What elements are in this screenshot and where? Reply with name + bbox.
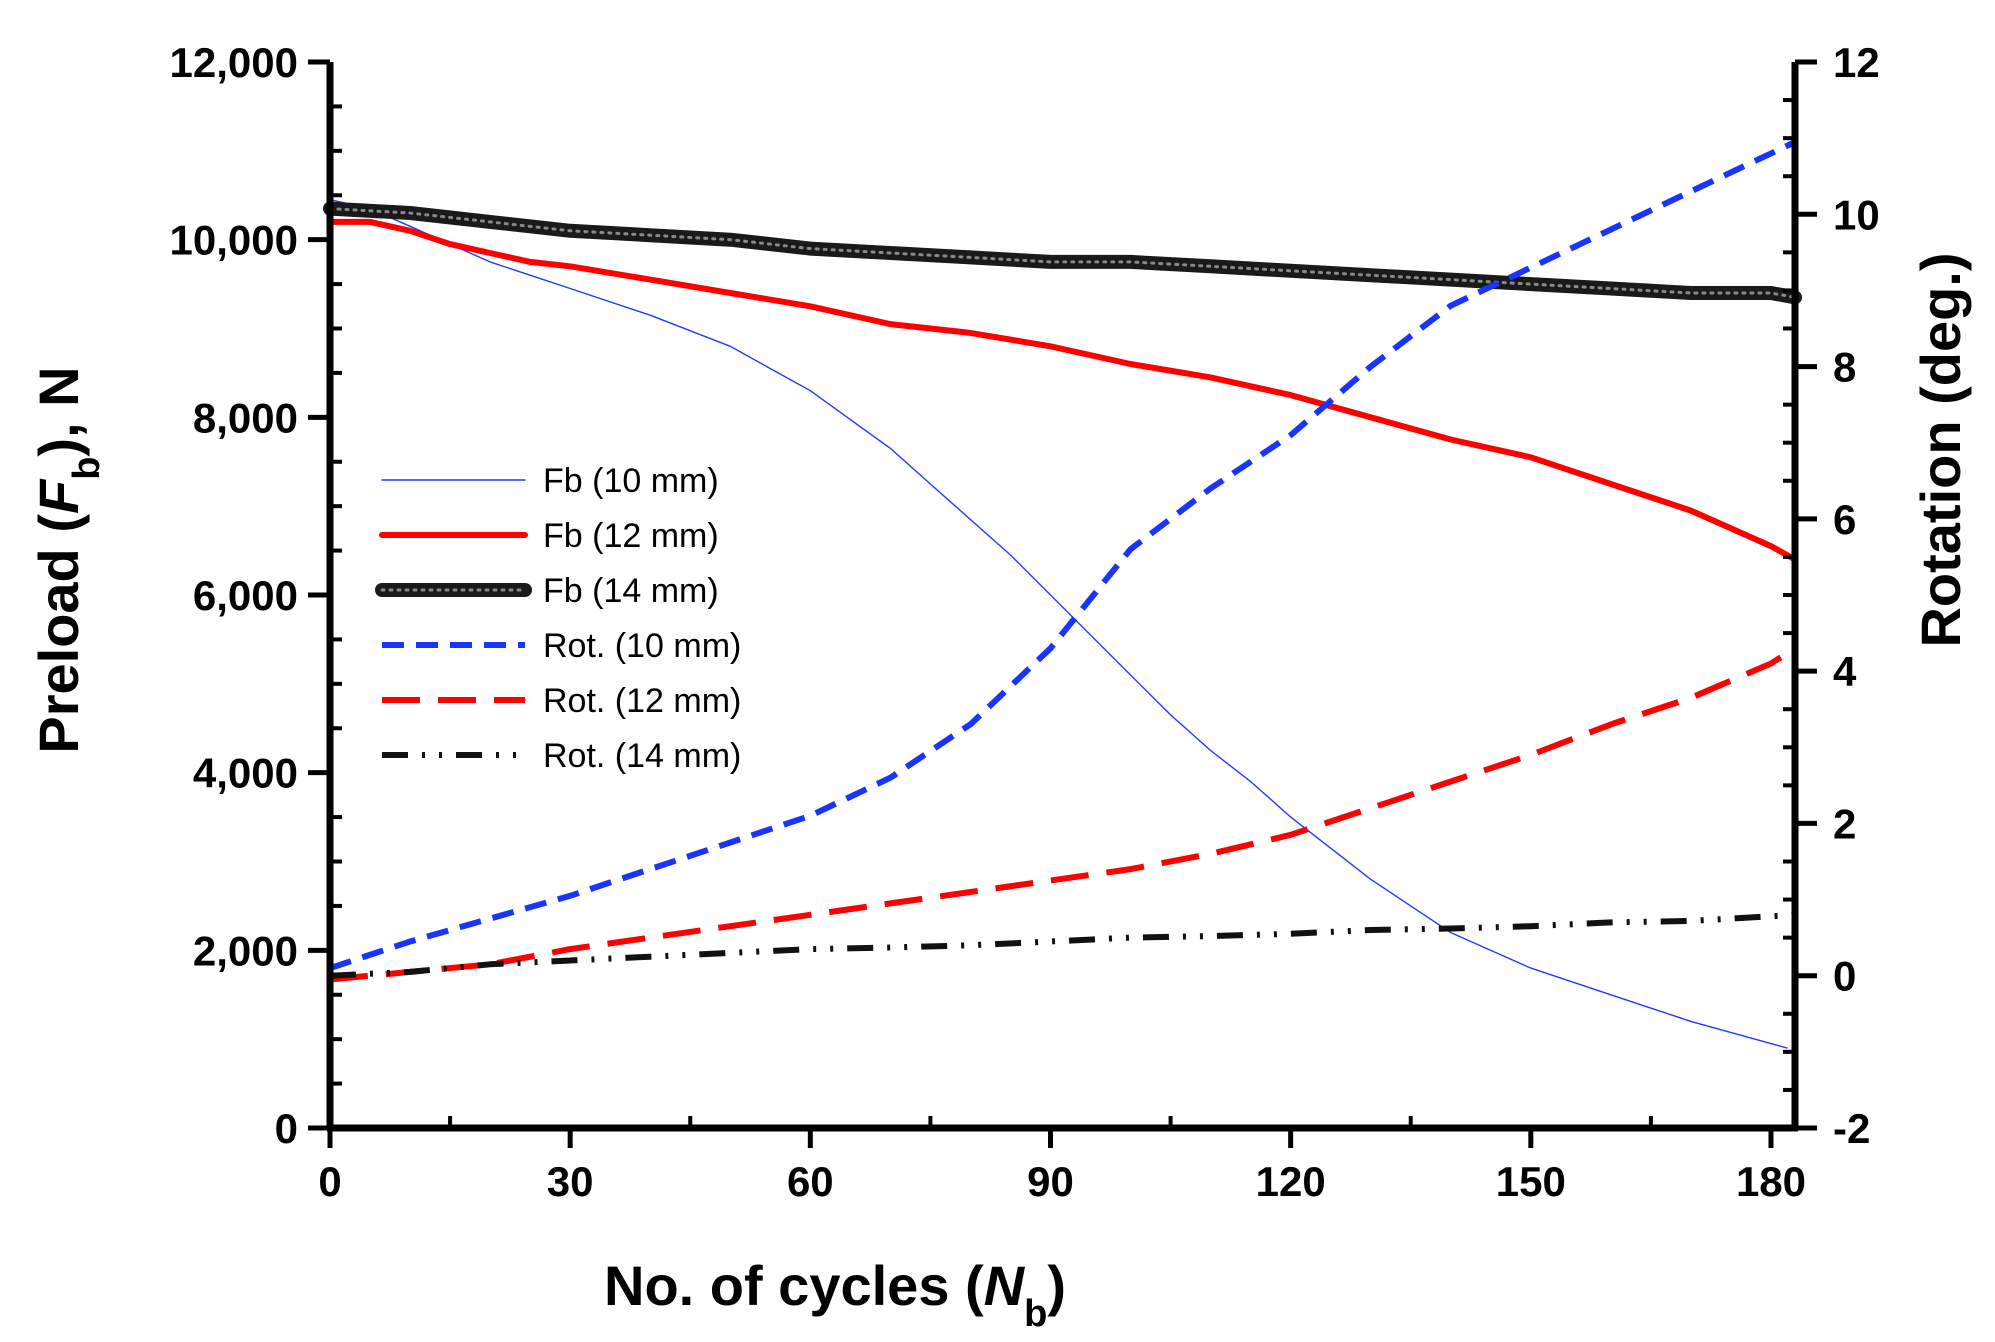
legend-label-rot-14-mm: Rot. (14 mm) <box>543 737 741 775</box>
plot-lines <box>323 139 1802 1049</box>
series-line-fb-12-mm <box>327 218 1798 563</box>
y-right-tick-label: 2 <box>1833 800 1856 847</box>
y-axis-right-title: Rotation (deg.) <box>1909 252 1972 647</box>
series-line-rot-10-mm <box>329 139 1797 971</box>
y-left-tick-label: 10,000 <box>170 217 298 264</box>
legend-label-rot-12-mm: Rot. (12 mm) <box>543 682 741 720</box>
legend-label-fb-10-mm: Fb (10 mm) <box>543 462 719 500</box>
x-tick-label: 90 <box>1027 1158 1074 1205</box>
y-right-tick-label: 12 <box>1833 39 1880 86</box>
y-left-tick-label: 2,000 <box>193 927 298 974</box>
series-line-rot-14-mm <box>329 911 1796 979</box>
y-right-tick-label: 8 <box>1833 344 1856 391</box>
legend-label-rot-10-mm: Rot. (10 mm) <box>543 627 741 665</box>
y-left-tick-label: 8,000 <box>193 394 298 441</box>
x-tick-label: 30 <box>547 1158 594 1205</box>
x-tick-label: 150 <box>1496 1158 1566 1205</box>
legend-label-fb-14-mm: Fb (14 mm) <box>543 572 719 610</box>
x-tick-label: 180 <box>1736 1158 1806 1205</box>
x-tick-label: 0 <box>318 1158 341 1205</box>
y-left-tick-label: 12,000 <box>170 39 298 86</box>
series-line-fb-14-mm <box>323 201 1802 305</box>
y-right-tick-label: 0 <box>1833 953 1856 1000</box>
x-axis-title: No. of cycles (Nb) <box>604 1254 1066 1335</box>
y-right-tick-label: 10 <box>1833 191 1880 238</box>
series-texture-fb-14-mm <box>328 207 1797 299</box>
y-axis-left-title: Preload (Fb), N <box>27 366 108 753</box>
x-tick-label: 120 <box>1256 1158 1326 1205</box>
y-left-tick-label: 4,000 <box>193 750 298 797</box>
y-left-tick-label: 0 <box>275 1105 298 1152</box>
y-right-tick-label: 4 <box>1833 648 1857 695</box>
axis-ticks <box>308 59 1817 1148</box>
y-right-tick-label: 6 <box>1833 496 1856 543</box>
series-line-fb-10-mm <box>329 198 1788 1049</box>
legend-label-fb-12-mm: Fb (12 mm) <box>543 517 719 555</box>
legend: Fb (10 mm) Fb (12 mm) Fb (14 mm) Rot. (10 m… <box>375 462 741 775</box>
y-right-tick-label: -2 <box>1833 1105 1870 1152</box>
series-line-rot-12-mm <box>329 645 1797 983</box>
y-left-tick-label: 6,000 <box>193 572 298 619</box>
x-tick-label: 60 <box>787 1158 834 1205</box>
tick-labels: 0 30 60 90 120 150 18002,0004,0006,0008,00010,… <box>170 39 1880 1205</box>
